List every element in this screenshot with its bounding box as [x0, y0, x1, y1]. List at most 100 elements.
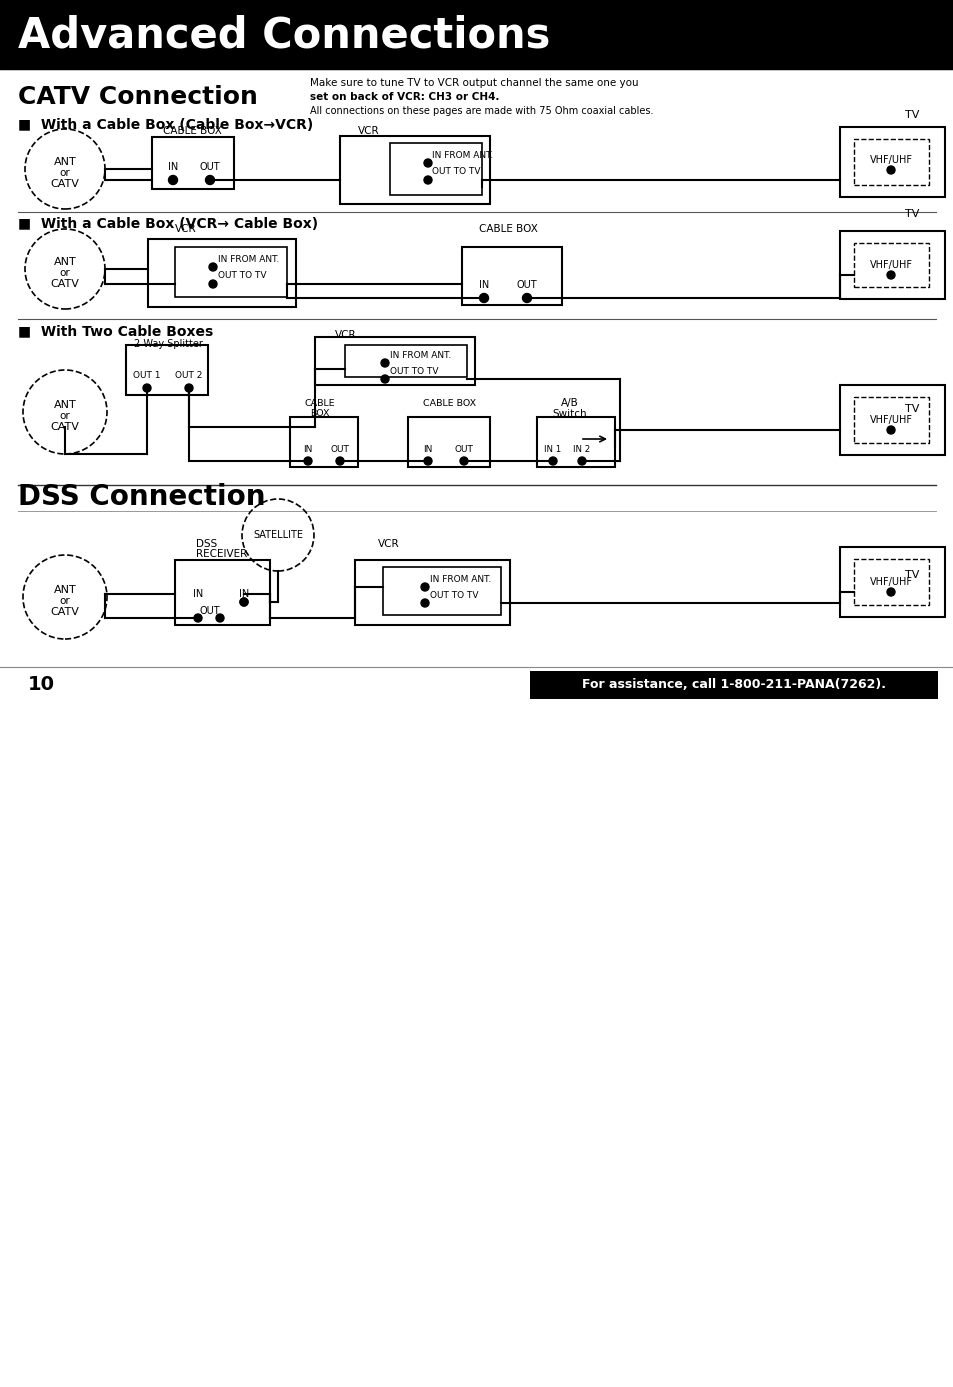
Text: DSS Connection: DSS Connection [18, 483, 265, 510]
Circle shape [169, 176, 177, 184]
Text: VCR: VCR [174, 223, 196, 234]
Text: CABLE: CABLE [304, 398, 335, 408]
Circle shape [209, 264, 216, 270]
Bar [152, 137, 233, 189]
Text: For assistance, call 1-800-211-PANA(7262).: For assistance, call 1-800-211-PANA(7262… [581, 678, 885, 692]
Text: OUT TO TV: OUT TO TV [218, 272, 266, 280]
Bar [345, 345, 467, 377]
Text: OUT: OUT [200, 606, 220, 616]
Bar [853, 397, 928, 442]
Text: VHF/UHF: VHF/UHF [868, 155, 911, 165]
Circle shape [240, 598, 248, 606]
Circle shape [886, 588, 894, 596]
Bar [840, 128, 944, 197]
Text: IN: IN [193, 589, 203, 599]
Text: IN FROM ANT.: IN FROM ANT. [390, 351, 451, 359]
Text: SATELLITE: SATELLITE [253, 530, 303, 540]
Bar [390, 143, 481, 196]
Text: OUT 1: OUT 1 [133, 370, 161, 380]
Text: TV: TV [903, 570, 919, 580]
Bar [148, 239, 295, 307]
Bar [339, 136, 490, 204]
Bar [537, 417, 615, 467]
Text: RECEIVER: RECEIVER [195, 549, 247, 559]
Text: CABLE BOX: CABLE BOX [423, 398, 476, 408]
Text: DSS: DSS [195, 540, 217, 549]
Bar [408, 417, 490, 467]
Text: TV: TV [903, 404, 919, 413]
Bar [382, 567, 500, 614]
Text: OUT TO TV: OUT TO TV [430, 591, 478, 601]
Text: VCR: VCR [357, 126, 379, 136]
Text: ANT: ANT [53, 585, 76, 595]
Bar [314, 337, 475, 386]
Text: or: or [59, 411, 71, 422]
Text: OUT 2: OUT 2 [175, 370, 202, 380]
Text: VHF/UHF: VHF/UHF [868, 259, 911, 270]
Circle shape [423, 160, 432, 166]
Circle shape [380, 359, 389, 368]
Circle shape [886, 426, 894, 434]
Bar [290, 417, 357, 467]
Circle shape [205, 176, 214, 184]
Circle shape [193, 614, 202, 621]
Bar [840, 232, 944, 300]
Text: Switch: Switch [552, 409, 587, 419]
Bar [461, 247, 561, 305]
Text: IN FROM ANT.: IN FROM ANT. [432, 151, 493, 160]
Circle shape [240, 598, 248, 606]
Bar [126, 345, 208, 395]
Circle shape [548, 456, 557, 465]
Circle shape [459, 456, 468, 465]
Text: VHF/UHF: VHF/UHF [868, 577, 911, 587]
Circle shape [143, 384, 151, 393]
Text: CATV: CATV [51, 608, 79, 617]
Text: set on back of VCR: CH3 or CH4.: set on back of VCR: CH3 or CH4. [310, 92, 499, 103]
Bar [174, 247, 287, 297]
Text: OUT: OUT [199, 162, 220, 172]
Circle shape [335, 456, 344, 465]
Text: CATV: CATV [51, 279, 79, 288]
Circle shape [479, 294, 488, 302]
Text: IN: IN [478, 280, 489, 290]
Text: OUT: OUT [454, 444, 473, 454]
Bar [853, 139, 928, 184]
Text: OUT TO TV: OUT TO TV [432, 168, 480, 176]
Text: IN FROM ANT.: IN FROM ANT. [218, 254, 279, 264]
Circle shape [215, 614, 224, 621]
Text: CABLE BOX: CABLE BOX [162, 126, 221, 136]
Text: Advanced Connections: Advanced Connections [18, 14, 550, 55]
Text: CATV Connection: CATV Connection [18, 85, 257, 110]
Text: VCR: VCR [377, 540, 399, 549]
Text: ■  With a Cable Box (VCR→ Cable Box): ■ With a Cable Box (VCR→ Cable Box) [18, 216, 317, 232]
Bar [840, 546, 944, 617]
Text: IN: IN [238, 589, 249, 599]
Text: ANT: ANT [53, 157, 76, 166]
Circle shape [380, 374, 389, 383]
Circle shape [420, 583, 429, 591]
Text: All connections on these pages are made with 75 Ohm coaxial cables.: All connections on these pages are made … [310, 105, 653, 117]
Circle shape [886, 166, 894, 173]
Circle shape [304, 456, 312, 465]
Circle shape [578, 456, 585, 465]
Text: ■  With a Cable Box (Cable Box→VCR): ■ With a Cable Box (Cable Box→VCR) [18, 118, 313, 132]
Circle shape [522, 294, 531, 302]
Circle shape [185, 384, 193, 393]
Bar [530, 671, 937, 699]
Text: 2-Way Splitter: 2-Way Splitter [133, 338, 202, 350]
Text: IN: IN [423, 444, 433, 454]
Text: IN 2: IN 2 [573, 444, 590, 454]
Text: OUT TO TV: OUT TO TV [390, 368, 438, 376]
Text: or: or [59, 168, 71, 178]
Text: CATV: CATV [51, 422, 79, 431]
Bar [853, 559, 928, 605]
Circle shape [423, 176, 432, 184]
Text: IN: IN [303, 444, 313, 454]
Text: ■  With Two Cable Boxes: ■ With Two Cable Boxes [18, 325, 213, 338]
Text: or: or [59, 596, 71, 606]
Bar [840, 386, 944, 455]
Bar [853, 243, 928, 287]
Text: TV: TV [903, 110, 919, 121]
Text: IN: IN [168, 162, 178, 172]
Text: BOX: BOX [310, 409, 330, 417]
